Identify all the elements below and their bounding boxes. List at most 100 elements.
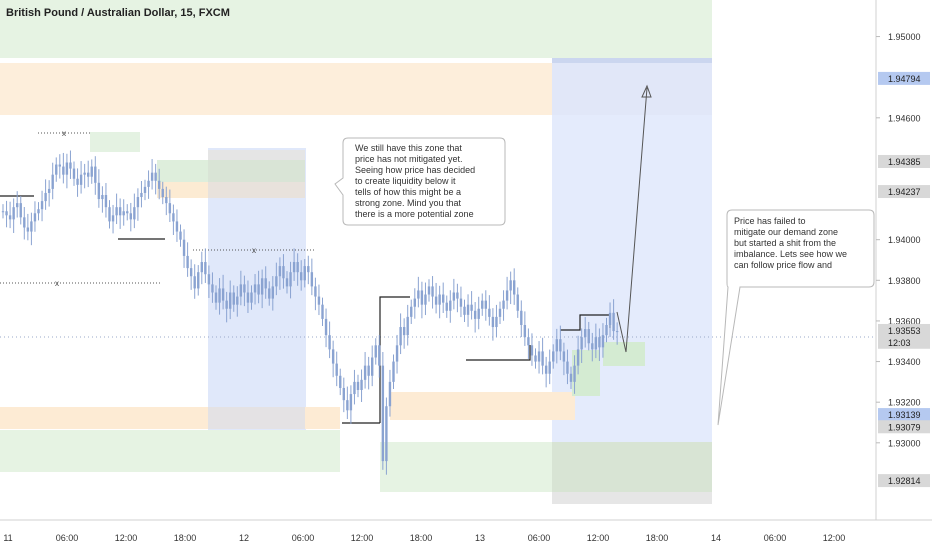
candle	[395, 334, 399, 374]
candle-body	[303, 266, 306, 281]
candle-body	[463, 306, 466, 315]
price-label-bg	[878, 323, 930, 337]
candle-body	[562, 351, 566, 362]
x-tick-label: 12:00	[115, 533, 138, 543]
x-tick-label: 13	[475, 533, 485, 543]
candle	[62, 152, 65, 184]
candle-body	[253, 284, 257, 293]
candle	[544, 356, 548, 388]
candle-body	[520, 310, 523, 325]
candle-body	[363, 365, 367, 380]
candle	[399, 313, 402, 355]
candle-body	[19, 203, 22, 218]
candle-body	[221, 288, 225, 301]
bos-line-5	[466, 345, 531, 361]
candle-body	[193, 276, 196, 289]
candle	[108, 200, 111, 229]
x-tick-label: 18:00	[646, 533, 669, 543]
price-axis-bg	[876, 0, 932, 520]
candle	[314, 277, 317, 311]
candle	[136, 188, 140, 221]
candle	[349, 385, 353, 424]
candle-body	[509, 280, 512, 291]
price-label: 1.94385	[888, 157, 921, 167]
candle-body	[573, 365, 576, 382]
callout-2-text: Price has failed to mitigate our demand …	[734, 216, 847, 270]
candle	[30, 212, 33, 246]
candle-body	[47, 188, 51, 193]
candle	[566, 349, 569, 385]
candle-body	[278, 266, 282, 277]
candle-body	[268, 288, 271, 299]
candle	[150, 159, 154, 190]
candle	[324, 308, 328, 348]
candle	[385, 397, 388, 475]
candle-body	[33, 213, 37, 222]
candle	[413, 288, 416, 319]
candle-body	[104, 195, 108, 208]
annotations-layer: We still have this zone that price has n…	[334, 137, 875, 426]
price-label-bg	[878, 474, 930, 488]
candle	[420, 281, 424, 319]
callout-2-line-3: but started a shit from the	[734, 238, 836, 248]
bos-line-4	[379, 296, 410, 423]
y-tick-label: 1.93400	[888, 357, 921, 367]
callout-1-line-7: there is a more potential zone	[355, 209, 474, 219]
candle-body	[381, 365, 385, 462]
candle-body	[69, 162, 72, 169]
candle	[83, 163, 86, 189]
candle	[275, 262, 278, 296]
candle-body	[189, 268, 193, 277]
candle-body	[292, 262, 296, 273]
candle	[484, 290, 487, 321]
candle	[392, 354, 395, 389]
candle	[530, 333, 534, 366]
candle	[498, 301, 502, 324]
candle	[285, 271, 289, 294]
candle-body	[115, 207, 118, 216]
candle-body	[129, 213, 132, 220]
candle	[339, 368, 342, 396]
candle-body	[505, 290, 509, 301]
candle-body	[410, 306, 413, 317]
y-tick-label: 1.94000	[888, 235, 921, 245]
candle-body	[427, 286, 431, 295]
candle-body	[608, 312, 612, 325]
demand-zone-top	[0, 0, 712, 58]
candle	[33, 201, 37, 232]
candle-body	[484, 300, 487, 309]
candle-body	[456, 292, 459, 299]
projection-path	[616, 87, 648, 353]
y-tick-label: 1.93600	[888, 316, 921, 326]
candle-body	[229, 292, 232, 309]
candle-body	[417, 290, 420, 299]
candle-body	[158, 180, 161, 189]
candle-body	[271, 286, 274, 299]
candle	[296, 253, 299, 286]
demand-zone-current-2	[603, 342, 645, 366]
candle-body	[250, 292, 253, 303]
candle	[51, 162, 54, 200]
candle-body	[402, 327, 406, 336]
candle	[431, 276, 434, 309]
candle	[47, 180, 51, 207]
candle	[584, 317, 587, 348]
candle	[189, 259, 193, 290]
candle	[300, 260, 303, 291]
overlap-grey-2	[208, 160, 305, 182]
candle-body	[388, 381, 392, 407]
candle	[303, 258, 306, 288]
candle	[307, 255, 310, 285]
candle-body	[534, 355, 537, 362]
candle-body	[79, 174, 83, 185]
candle-body	[76, 178, 79, 185]
candle-body	[58, 164, 61, 167]
candle-body	[587, 329, 590, 344]
candle	[111, 204, 115, 234]
candle-body	[136, 197, 140, 208]
candle-body	[374, 345, 377, 358]
y-tick-label: 1.93000	[888, 438, 921, 448]
candle	[23, 206, 26, 240]
candle-body	[200, 262, 203, 273]
